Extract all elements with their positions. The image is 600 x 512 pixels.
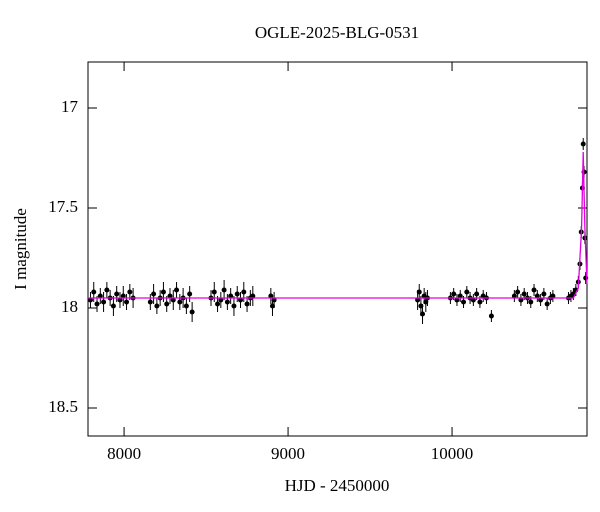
- data-point: [416, 289, 422, 295]
- data-point: [238, 297, 244, 303]
- data-point: [470, 297, 476, 303]
- data-point: [231, 303, 237, 309]
- x-axis-label: HJD - 2450000: [285, 476, 390, 495]
- plot-frame: [87, 61, 588, 437]
- data-point: [127, 289, 133, 295]
- data-point: [580, 141, 586, 147]
- data-point: [154, 303, 160, 309]
- data-point: [170, 297, 176, 303]
- data-point: [518, 297, 524, 303]
- x-tick-label: 8000: [107, 444, 141, 463]
- data-point: [271, 297, 277, 303]
- data-point: [250, 293, 256, 299]
- data-point: [174, 287, 180, 293]
- x-tick-label: 10000: [431, 444, 474, 463]
- data-point: [218, 297, 224, 303]
- data-point: [177, 299, 183, 305]
- data-point: [87, 297, 93, 303]
- data-point: [94, 301, 100, 307]
- data-point: [241, 289, 247, 295]
- data-point: [224, 299, 230, 305]
- y-tick-label: 18.5: [48, 397, 78, 416]
- data-point: [474, 291, 480, 297]
- data-point: [221, 287, 227, 293]
- data-point: [110, 303, 116, 309]
- data-point: [189, 309, 195, 315]
- data-point: [124, 299, 130, 305]
- data-point: [538, 297, 544, 303]
- data-point: [488, 313, 494, 319]
- data-point: [541, 291, 547, 297]
- data-point: [117, 297, 123, 303]
- data-point: [544, 301, 550, 307]
- data-point: [120, 293, 126, 299]
- data-point: [147, 299, 153, 305]
- data-point: [515, 289, 521, 295]
- data-point: [97, 293, 103, 299]
- data-point: [167, 293, 173, 299]
- data-point: [461, 299, 467, 305]
- model-line: [88, 151, 588, 299]
- data-point: [244, 301, 250, 307]
- data-point: [101, 299, 107, 305]
- data-point: [511, 293, 517, 299]
- data-point: [164, 301, 170, 307]
- data-point: [91, 289, 97, 295]
- data-point: [160, 289, 166, 295]
- data-point: [228, 293, 234, 299]
- data-point: [464, 289, 470, 295]
- y-tick-label: 17: [61, 97, 79, 116]
- data-point: [215, 301, 221, 307]
- data-point: [451, 291, 457, 297]
- data-point: [151, 291, 157, 297]
- data-point: [234, 291, 240, 297]
- y-axis-label: I magnitude: [11, 208, 30, 290]
- data-point: [477, 299, 483, 305]
- data-point: [550, 293, 556, 299]
- data-point: [457, 293, 463, 299]
- data-point: [454, 297, 460, 303]
- data-point: [521, 291, 527, 297]
- data-point: [114, 291, 120, 297]
- data-point: [211, 289, 217, 295]
- data-point: [534, 293, 540, 299]
- y-tick-label: 17.5: [48, 197, 78, 216]
- chart-title: OGLE-2025-BLG-0531: [255, 23, 419, 42]
- data-point: [531, 287, 537, 293]
- data-point: [528, 299, 534, 305]
- data-point: [104, 287, 110, 293]
- data-point: [183, 303, 189, 309]
- y-tick-label: 18: [61, 297, 78, 316]
- data-point: [187, 291, 193, 297]
- data-point: [420, 311, 426, 317]
- x-tick-label: 9000: [271, 444, 305, 463]
